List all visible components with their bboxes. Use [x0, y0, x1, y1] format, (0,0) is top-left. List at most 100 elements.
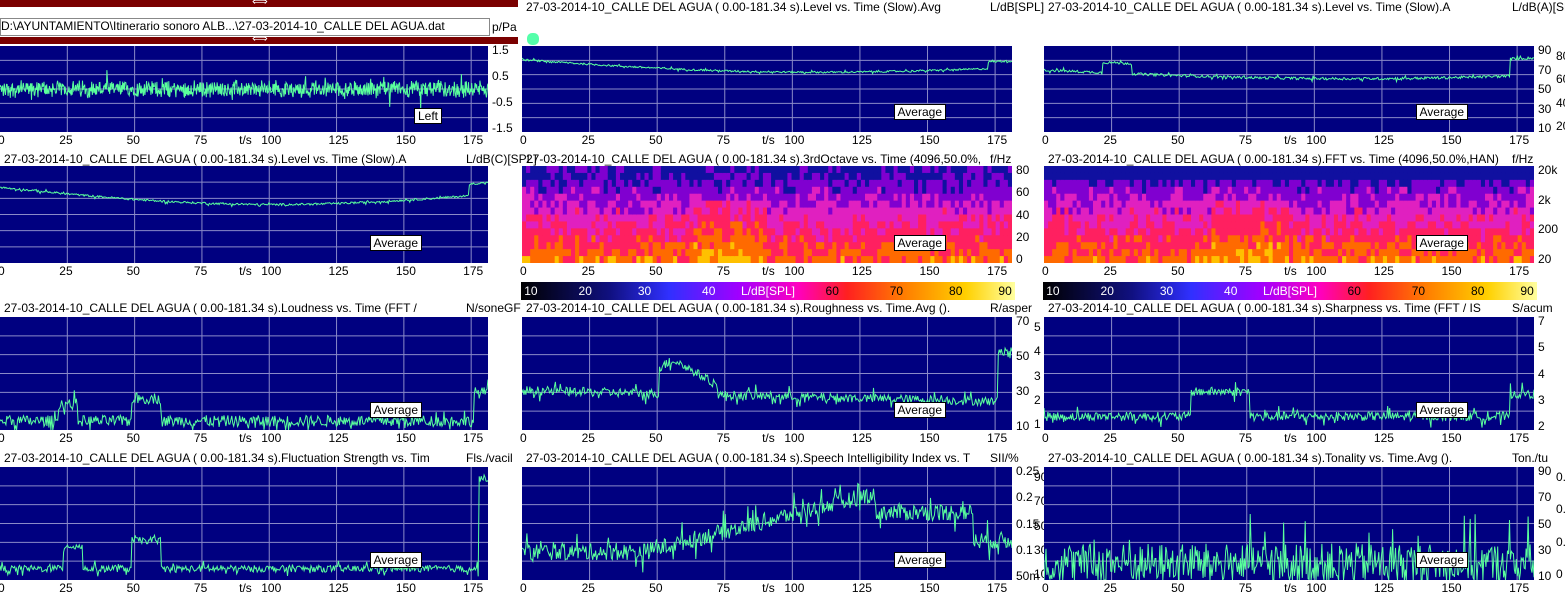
y-tick-label: -1.5	[492, 121, 513, 135]
range-scroll-bar[interactable]: ⟺	[0, 33, 518, 45]
spectrogram-cell	[971, 200, 976, 209]
spectrogram-cell	[1370, 249, 1376, 257]
spectrogram-cell	[587, 179, 593, 188]
spectrogram-cell	[1174, 256, 1180, 263]
spectrogram-cell	[534, 186, 539, 195]
spectrogram-cell	[942, 256, 948, 263]
spectrogram-cell	[877, 200, 882, 209]
spectrogram-cell	[632, 179, 637, 188]
x-tick-label: 25	[1103, 264, 1117, 278]
plot-area-p8[interactable]: Average	[522, 317, 1012, 430]
range-handle-icon[interactable]: ⟺	[252, 33, 268, 45]
spectrogram-cell	[1301, 214, 1306, 223]
plot-area-p11[interactable]: Average	[522, 467, 1012, 580]
x-tick-label: 150	[395, 133, 416, 147]
x-tick-label: 75	[716, 431, 731, 445]
spectrogram-cell	[1252, 179, 1257, 188]
spectrogram-cell	[967, 207, 972, 216]
plot-area-p12[interactable]: Average	[1044, 467, 1534, 580]
spectrogram-cell	[669, 214, 674, 223]
spectrogram-cell	[1052, 235, 1057, 243]
spectrogram-cell	[909, 256, 915, 263]
plot-area-p7[interactable]: Average	[0, 317, 488, 430]
spectrogram-cell	[1113, 256, 1119, 263]
spectrogram-cell	[1256, 179, 1262, 188]
spectrogram-cell	[791, 256, 797, 263]
x-tick-label: 0	[1042, 431, 1049, 445]
spectrogram-cell	[558, 193, 564, 202]
plot-area-p4[interactable]: Average	[0, 166, 488, 263]
spectrogram-cell	[1068, 249, 1074, 257]
x-tick-label: 175	[987, 581, 1008, 595]
spectrogram-cell	[734, 200, 740, 209]
spectrogram-cell	[856, 166, 862, 174]
spectrogram-cell	[1476, 242, 1482, 250]
spectrogram-cell	[1235, 228, 1241, 236]
spectrogram-cell	[1280, 207, 1286, 216]
spectrogram-cell	[1215, 166, 1221, 174]
top-scroll-bar[interactable]: ⟺	[0, 0, 518, 8]
spectrogram-cell	[816, 166, 821, 174]
plot-area-p10[interactable]: Average	[0, 467, 488, 580]
spectrogram-cell	[575, 166, 580, 174]
spectrogram-cell	[1235, 172, 1241, 181]
spectrogram-cell	[1137, 207, 1143, 216]
spectrogram-cell	[1493, 235, 1498, 243]
spectrogram-cell	[1166, 221, 1172, 229]
spectrogram-cell	[1411, 221, 1417, 229]
scroll-handle-icon[interactable]: ⟺	[252, 0, 268, 8]
spectrogram-cell	[640, 172, 646, 181]
spectrogram-cell	[1195, 172, 1200, 181]
plot-area-p5[interactable]: Average	[522, 166, 1012, 263]
plot-area-p3[interactable]: Average	[1044, 46, 1534, 132]
spectrogram-cell	[999, 166, 1005, 174]
spectrogram-cell	[1301, 200, 1306, 209]
spectrogram-cell	[1178, 166, 1184, 174]
spectrogram-cell	[1003, 221, 1009, 229]
spectrogram-cell	[1362, 242, 1368, 250]
spectrogram-cell	[522, 186, 527, 195]
spectrogram-cell	[640, 179, 646, 188]
spectrogram-cell	[1415, 186, 1421, 195]
spectrogram-cell	[1252, 166, 1257, 174]
plot-area-p6[interactable]: Average	[1044, 166, 1534, 263]
spectrogram-cell	[669, 221, 674, 229]
cursor-marker-icon[interactable]	[526, 32, 540, 46]
spectrogram-cell	[1513, 193, 1519, 202]
spectrogram-cell	[803, 214, 809, 223]
spectrogram-cell	[1399, 249, 1404, 257]
plot-area-p2[interactable]: Average	[522, 46, 1012, 132]
spectrogram-cell	[844, 166, 850, 174]
spectrogram-cell	[832, 235, 838, 243]
spectrogram-cell	[1260, 235, 1266, 243]
spectrogram-cell	[848, 186, 854, 195]
spectrogram-cell	[1362, 179, 1368, 188]
plot-area-p9[interactable]: Average	[1044, 317, 1534, 430]
plot-area-p1[interactable]: Left	[0, 46, 488, 132]
spectrogram-cell	[1093, 235, 1098, 243]
spectrogram-cell	[816, 221, 821, 229]
spectrogram-cell	[1260, 166, 1266, 174]
legend-badge: Average	[893, 235, 946, 251]
spectrogram-cell	[758, 249, 764, 257]
spectrogram-cell	[1505, 186, 1511, 195]
spectrogram-cell	[1052, 193, 1057, 202]
spectrogram-cell	[1101, 235, 1106, 243]
spectrogram-cell	[656, 193, 662, 202]
spectrogram-cell	[1493, 228, 1498, 236]
spectrogram-cell	[1427, 221, 1433, 229]
spectrogram-cell	[1472, 221, 1478, 229]
spectrogram-cell	[1305, 179, 1311, 188]
spectrogram-cell	[1199, 200, 1204, 209]
spectrogram-cell	[869, 166, 874, 174]
panel-y-unit: f/Hz	[990, 152, 1012, 166]
spectrogram-cell	[1256, 221, 1262, 229]
spectrogram-cell	[1068, 200, 1074, 209]
spectrogram-cell	[1472, 207, 1478, 216]
spectrogram-cell	[1431, 214, 1437, 223]
spectrogram-cell	[1207, 207, 1213, 216]
spectrogram-cell	[636, 235, 642, 243]
spectrogram-cell	[1154, 179, 1159, 188]
spectrogram-cell	[534, 256, 539, 263]
spectrogram-cell	[1223, 221, 1229, 229]
